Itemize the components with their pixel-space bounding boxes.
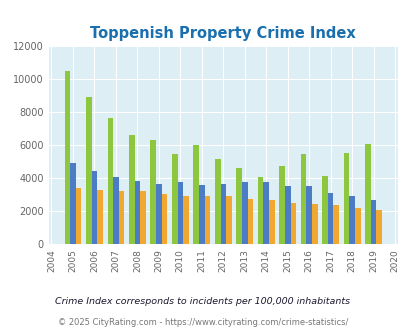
Bar — [118, 190, 124, 244]
Bar — [70, 163, 76, 244]
Bar — [279, 166, 284, 244]
Bar — [92, 171, 97, 244]
Bar — [349, 195, 354, 244]
Bar — [263, 182, 269, 244]
Bar — [311, 204, 317, 244]
Bar — [204, 195, 210, 244]
Bar — [193, 145, 198, 244]
Bar — [226, 196, 231, 244]
Text: © 2025 CityRating.com - https://www.cityrating.com/crime-statistics/: © 2025 CityRating.com - https://www.city… — [58, 318, 347, 327]
Bar — [257, 178, 263, 244]
Bar — [375, 211, 381, 244]
Bar — [64, 71, 70, 244]
Title: Toppenish Property Crime Index: Toppenish Property Crime Index — [90, 26, 355, 41]
Bar — [241, 182, 247, 244]
Bar — [129, 135, 134, 244]
Bar — [333, 205, 338, 244]
Bar — [269, 200, 274, 244]
Bar — [354, 208, 360, 244]
Bar — [322, 176, 327, 244]
Bar — [306, 186, 311, 244]
Bar — [134, 181, 140, 244]
Bar — [172, 154, 177, 244]
Bar — [236, 168, 241, 244]
Bar — [161, 194, 167, 244]
Bar — [97, 190, 102, 244]
Bar — [113, 178, 118, 244]
Bar — [198, 185, 204, 244]
Bar — [300, 154, 306, 244]
Bar — [86, 96, 92, 244]
Bar — [290, 203, 295, 244]
Bar — [76, 188, 81, 244]
Bar — [140, 190, 145, 244]
Bar — [183, 195, 188, 244]
Bar — [150, 140, 156, 244]
Bar — [220, 184, 226, 244]
Bar — [177, 182, 183, 244]
Bar — [327, 193, 333, 244]
Bar — [156, 184, 161, 244]
Bar — [370, 200, 375, 244]
Bar — [247, 199, 253, 244]
Bar — [284, 186, 290, 244]
Text: Crime Index corresponds to incidents per 100,000 inhabitants: Crime Index corresponds to incidents per… — [55, 297, 350, 307]
Bar — [364, 144, 370, 244]
Bar — [214, 159, 220, 244]
Bar — [107, 118, 113, 244]
Bar — [343, 153, 349, 244]
